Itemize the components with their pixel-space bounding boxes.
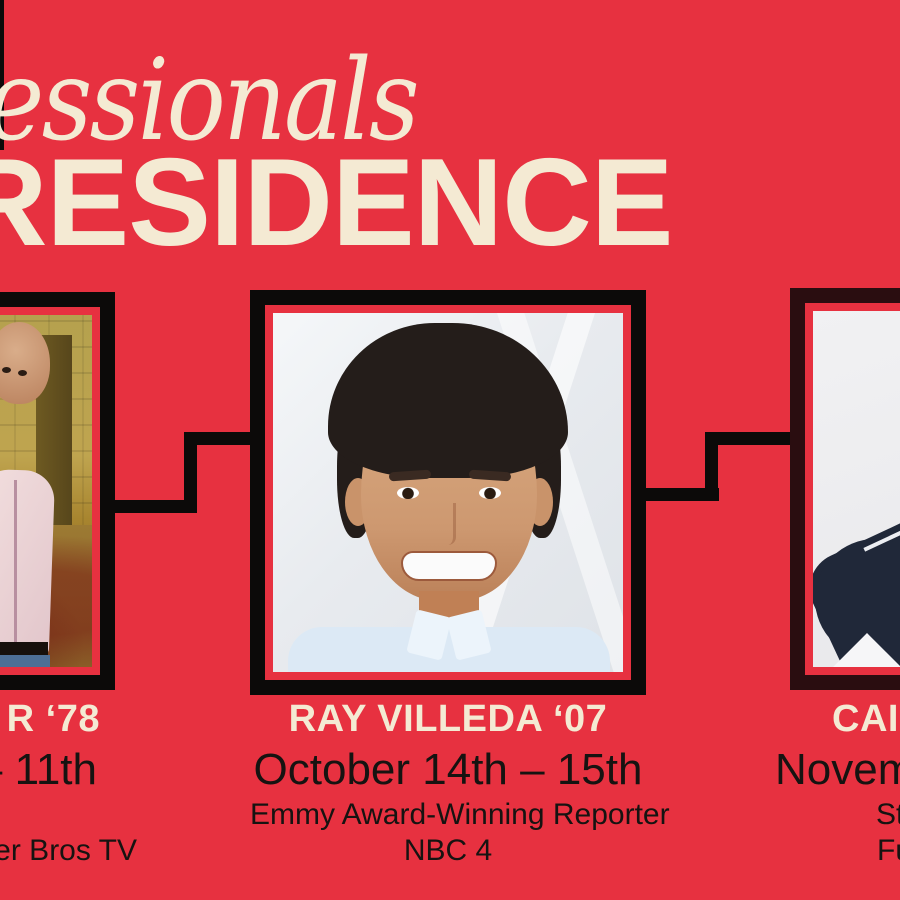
speaker-dates: Novem bbox=[775, 745, 900, 794]
person-belt bbox=[0, 642, 48, 657]
connector-segment bbox=[184, 432, 197, 513]
speaker-card-right bbox=[790, 288, 900, 690]
connector-segment bbox=[644, 488, 719, 501]
speaker-role: St bbox=[876, 798, 900, 831]
connector-segment bbox=[184, 432, 252, 445]
speaker-dates: October 14th – 15th bbox=[253, 745, 643, 794]
speaker-name: RAY VILLEDA ‘07 bbox=[288, 698, 608, 740]
speaker-photo-center bbox=[273, 313, 623, 672]
header-script-text: essionals bbox=[0, 36, 420, 166]
person-head bbox=[0, 322, 50, 404]
crop-edge-bar bbox=[0, 0, 4, 150]
person-eye bbox=[18, 370, 27, 376]
person-shirt bbox=[288, 627, 610, 672]
speaker-card-left bbox=[0, 292, 115, 690]
speaker-name: R ‘78 bbox=[6, 698, 100, 740]
shirt-placket bbox=[14, 480, 17, 645]
speaker-org: NBC 4 bbox=[403, 834, 493, 867]
person-jeans bbox=[0, 655, 50, 667]
speaker-role: Emmy Award-Winning Reporter bbox=[250, 798, 670, 831]
speaker-name: CAI bbox=[832, 698, 899, 740]
speaker-photo-right bbox=[813, 311, 900, 667]
speaker-org: er Bros TV bbox=[0, 834, 137, 867]
person-shirt bbox=[0, 468, 56, 657]
person-smile bbox=[401, 551, 497, 581]
speaker-dates: – 11th bbox=[0, 745, 97, 794]
connector-segment bbox=[113, 500, 197, 513]
person-eye bbox=[479, 487, 501, 499]
speaker-card-center bbox=[250, 290, 646, 695]
connector-segment bbox=[705, 432, 792, 445]
person-nose bbox=[439, 503, 456, 545]
connector-segment bbox=[705, 432, 718, 501]
header-title-text: RESIDENCE bbox=[0, 134, 673, 272]
person-eye bbox=[2, 367, 11, 373]
person-hair bbox=[328, 323, 568, 478]
speaker-photo-left bbox=[0, 315, 92, 667]
speaker-org: Fu bbox=[877, 834, 900, 867]
person-eye bbox=[397, 487, 419, 499]
